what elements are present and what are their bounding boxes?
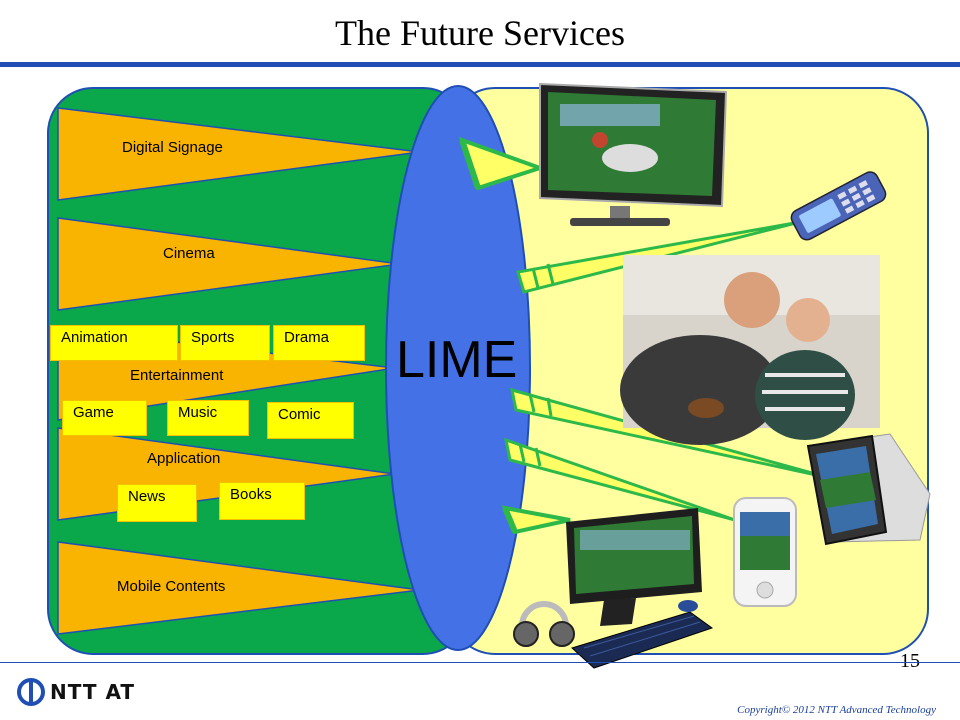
category-label-application: Application [147, 450, 221, 467]
beam-smartphone [504, 437, 736, 522]
subcategory-box-sports: Sports [180, 325, 270, 361]
subcategory-box-animation: Animation [50, 325, 178, 361]
beam-desktop [501, 505, 571, 535]
company-logo-text: NTT AT [50, 680, 136, 704]
subcategory-box-books: Books [219, 482, 305, 520]
slide-title: The Future Services [335, 13, 625, 53]
lime-label: LIME [396, 331, 518, 389]
triangle-digital-signage [57, 107, 421, 201]
title-rule [0, 62, 960, 67]
triangle-mobile-contents [57, 541, 421, 635]
tablet-icon [806, 433, 931, 546]
subcategory-box-drama: Drama [273, 325, 365, 361]
footer-rule [0, 662, 960, 663]
smartphone-icon [733, 497, 797, 607]
beam-signage [458, 136, 547, 191]
desktop-computer-icon [513, 508, 714, 669]
category-label-digital-signage: Digital Signage [122, 139, 223, 156]
category-label-cinema: Cinema [163, 245, 215, 262]
subcategory-box-game: Game [62, 400, 147, 436]
lime-ellipse [385, 85, 531, 651]
subcategory-box-news: News [117, 484, 197, 522]
category-label-mobile-contents: Mobile Contents [117, 578, 226, 595]
subcategory-box-comic: Comic [267, 402, 354, 439]
subcategory-box-music: Music [167, 400, 249, 436]
mobile-phone-icon [790, 171, 887, 241]
category-label-entertainment: Entertainment [130, 367, 224, 384]
copyright-text: Copyright© 2012 NTT Advanced Technology [737, 704, 936, 716]
page-number: 15 [900, 650, 920, 672]
family-watching-tv-photo [620, 255, 880, 445]
digital-signage-display-icon [539, 82, 728, 226]
ntt-logo-icon [17, 678, 45, 706]
triangle-cinema [57, 217, 401, 311]
